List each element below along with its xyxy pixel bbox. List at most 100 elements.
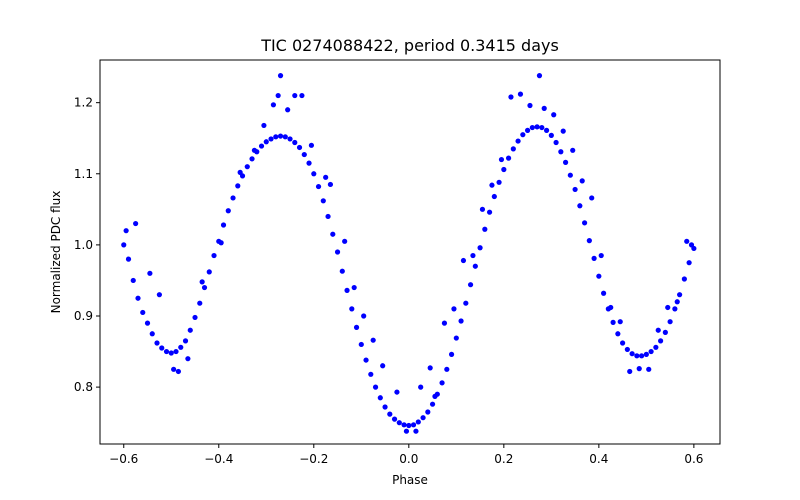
data-point <box>175 368 181 375</box>
data-point <box>688 242 695 248</box>
data-point <box>342 238 348 244</box>
data-point <box>684 238 690 244</box>
data-point <box>327 181 334 188</box>
data-point <box>608 304 614 311</box>
data-point <box>135 295 141 301</box>
data-point <box>159 345 165 351</box>
data-point <box>323 174 329 180</box>
data-point <box>672 306 678 312</box>
data-point <box>277 73 284 79</box>
data-point <box>681 276 687 282</box>
data-point <box>133 220 139 227</box>
data-point <box>199 279 205 285</box>
data-point <box>211 252 217 259</box>
data-point <box>287 136 293 142</box>
data-point <box>667 319 673 325</box>
data-point <box>553 139 559 146</box>
data-point <box>479 206 486 212</box>
data-point <box>615 331 621 337</box>
data-point <box>639 353 645 359</box>
data-point <box>432 393 438 399</box>
data-point <box>496 179 502 185</box>
plot-area-frame <box>99 59 721 445</box>
data-point <box>353 324 360 330</box>
data-point <box>596 273 602 279</box>
data-point <box>677 292 683 298</box>
data-point <box>460 257 467 264</box>
data-point <box>401 422 407 428</box>
data-point <box>534 124 540 130</box>
data-point <box>140 309 146 316</box>
data-point <box>629 351 635 357</box>
data-point <box>415 419 421 425</box>
data-point <box>268 136 274 142</box>
data-point <box>572 186 578 193</box>
data-point <box>220 222 227 228</box>
data-point <box>451 306 457 312</box>
data-point <box>308 142 315 148</box>
data-point <box>420 415 426 421</box>
data-point <box>387 411 393 417</box>
data-point <box>123 228 129 234</box>
y-tick-label: 1.0 <box>74 238 93 252</box>
data-point <box>197 300 203 306</box>
data-point <box>617 319 623 325</box>
data-point <box>406 422 412 429</box>
data-point <box>458 318 464 324</box>
data-point <box>548 132 554 138</box>
chart-title: TIC 0274088422, period 0.3415 days <box>260 36 559 55</box>
data-point <box>472 263 478 269</box>
x-tick-label: −0.4 <box>204 452 233 466</box>
data-point <box>558 149 564 155</box>
x-tick-label: 0.4 <box>589 452 608 466</box>
data-point <box>448 351 455 357</box>
data-point <box>413 428 419 434</box>
data-point <box>377 395 383 401</box>
data-point <box>586 238 592 244</box>
data-point <box>539 124 545 131</box>
data-point <box>501 166 507 173</box>
data-point <box>655 327 661 333</box>
data-point <box>636 366 642 372</box>
data-point <box>648 348 654 355</box>
data-point <box>201 284 208 291</box>
data-point <box>330 231 336 237</box>
data-point <box>441 320 448 326</box>
data-point <box>147 270 153 276</box>
data-point <box>570 147 576 153</box>
data-point <box>653 344 659 350</box>
data-point <box>380 363 386 369</box>
x-tick-label: 0.0 <box>399 452 418 466</box>
data-point <box>562 159 569 165</box>
data-point <box>171 366 177 372</box>
scatter-points <box>121 73 697 434</box>
data-point <box>418 384 424 390</box>
data-point <box>363 357 369 363</box>
data-point <box>156 292 162 298</box>
data-point <box>489 182 495 188</box>
data-point <box>577 203 583 209</box>
data-point <box>444 366 450 372</box>
x-tick-label: −0.6 <box>109 452 138 466</box>
data-point <box>368 371 374 377</box>
data-point <box>543 127 550 133</box>
data-point <box>520 132 526 138</box>
data-point <box>508 94 514 100</box>
data-point <box>627 368 633 375</box>
y-axis-ticks: 0.8 0.9 1.0 1.1 1.2 <box>74 96 100 394</box>
data-point <box>589 195 595 201</box>
data-point <box>192 314 198 321</box>
data-point <box>601 290 607 296</box>
x-axis-ticks: −0.6 −0.4 −0.2 0.0 0.2 0.4 0.6 <box>109 444 703 466</box>
data-point <box>237 169 243 175</box>
y-axis-label: Normalized PDC flux <box>49 191 63 314</box>
data-point <box>477 245 483 251</box>
data-point <box>498 156 505 163</box>
data-point <box>339 268 345 274</box>
data-point <box>168 350 174 356</box>
data-point <box>370 337 376 343</box>
data-point <box>567 172 573 178</box>
data-point <box>315 183 322 190</box>
data-point <box>536 73 543 79</box>
